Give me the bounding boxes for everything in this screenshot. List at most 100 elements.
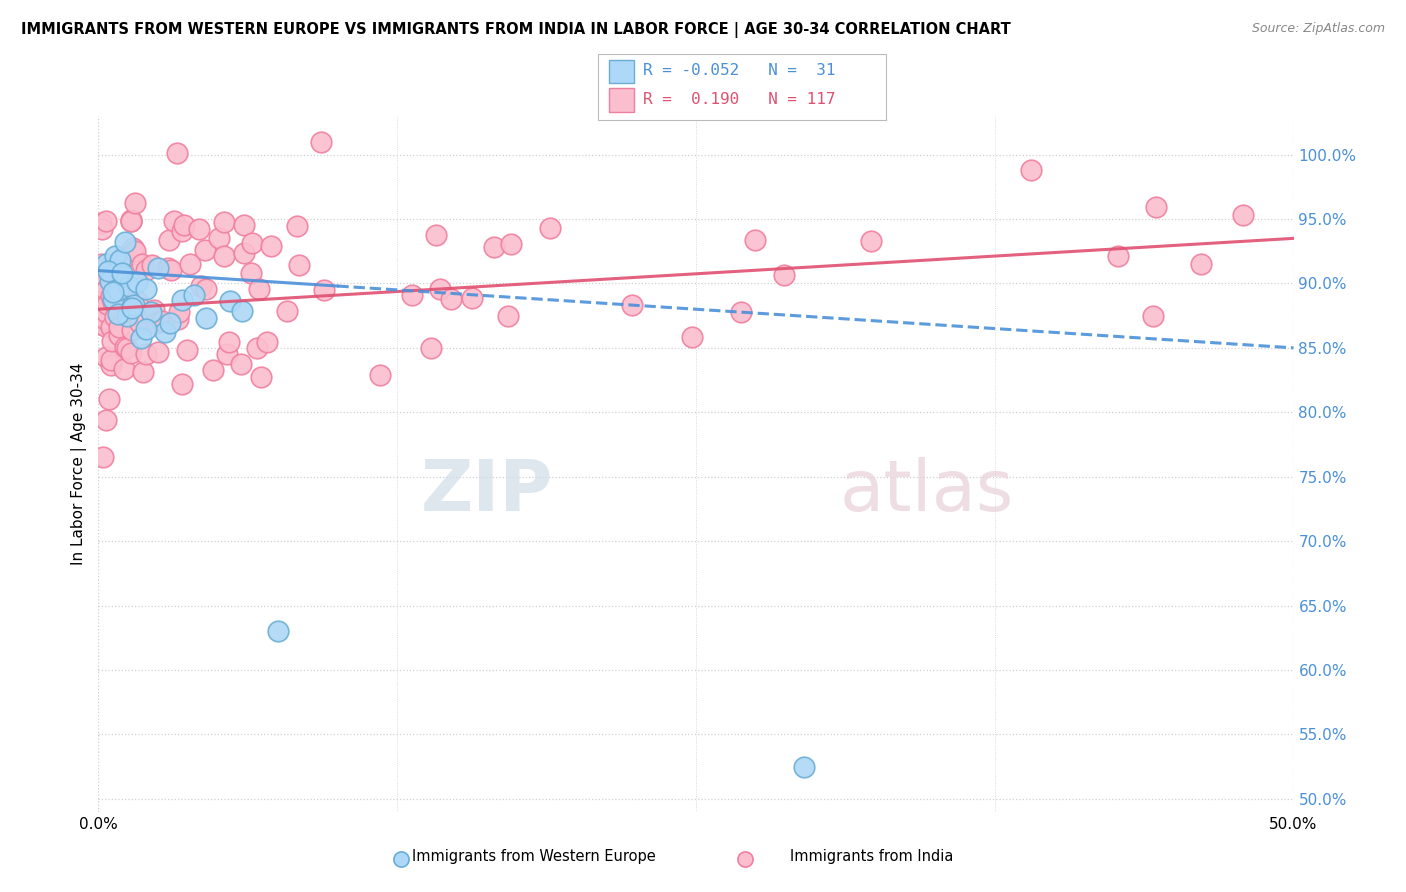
Point [496, 309, 519, 323]
Point [93, 276, 115, 290]
Point [183, 288, 205, 302]
Text: IMMIGRANTS FROM WESTERN EUROPE VS IMMIGRANTS FROM INDIA IN LABOR FORCE | AGE 30-: IMMIGRANTS FROM WESTERN EUROPE VS IMMIGR… [21, 22, 1011, 38]
Point [124, 244, 146, 258]
Text: Immigrants from Western Europe: Immigrants from Western Europe [412, 849, 657, 863]
Point [173, 218, 195, 232]
Point [195, 282, 218, 296]
Point [212, 249, 235, 263]
Point [122, 241, 145, 255]
Point [112, 251, 135, 265]
Point [94, 305, 117, 319]
Point [425, 228, 447, 243]
Point [157, 233, 180, 247]
Point [90, 310, 112, 325]
Point [166, 312, 188, 326]
Point [90, 313, 112, 327]
Point [115, 309, 138, 323]
Point [166, 146, 188, 161]
Point [250, 370, 273, 384]
Text: ZIP: ZIP [420, 458, 553, 526]
Point [115, 342, 138, 356]
Point [240, 266, 263, 280]
Point [135, 321, 157, 335]
Point [1107, 249, 1129, 263]
Point [145, 317, 167, 331]
Point [170, 376, 193, 391]
Point [125, 275, 148, 289]
Point [681, 330, 703, 344]
Point [111, 266, 134, 280]
Point [131, 365, 153, 379]
Point [285, 219, 308, 234]
Point [155, 326, 177, 340]
Point [112, 361, 135, 376]
Point [389, 851, 412, 865]
Point [114, 235, 136, 250]
Point [90, 222, 112, 236]
Point [96, 214, 118, 228]
Point [101, 292, 124, 306]
Point [101, 295, 124, 310]
Point [1019, 163, 1042, 178]
Point [368, 368, 391, 383]
Point [233, 246, 256, 260]
Point [233, 218, 256, 232]
Point [176, 343, 198, 358]
Point [118, 279, 141, 293]
Point [773, 268, 796, 283]
Point [100, 320, 122, 334]
Text: Immigrants from India: Immigrants from India [790, 849, 953, 863]
Point [202, 362, 225, 376]
Point [93, 318, 115, 333]
Point [260, 239, 283, 253]
Point [124, 298, 146, 312]
Point [172, 224, 194, 238]
Point [1144, 200, 1167, 214]
Point [100, 358, 122, 372]
Point [429, 282, 451, 296]
Point [159, 263, 181, 277]
Point [139, 305, 162, 319]
Point [420, 341, 443, 355]
Point [744, 233, 766, 247]
Point [1232, 208, 1254, 222]
Point [91, 312, 114, 326]
Point [859, 234, 882, 248]
Point [114, 340, 136, 354]
Point [156, 261, 179, 276]
Point [107, 307, 129, 321]
Point [484, 240, 506, 254]
Point [101, 285, 124, 300]
Point [98, 392, 121, 407]
Point [142, 303, 165, 318]
Point [1189, 257, 1212, 271]
Point [114, 250, 136, 264]
Point [179, 257, 201, 271]
Point [120, 214, 142, 228]
Point [1142, 309, 1164, 323]
Point [240, 236, 263, 251]
Text: R =  0.190   N = 117: R = 0.190 N = 117 [643, 92, 835, 106]
Point [499, 237, 522, 252]
Point [90, 285, 112, 300]
Point [107, 328, 129, 343]
Point [121, 301, 143, 315]
Point [94, 257, 117, 271]
Point [215, 347, 238, 361]
Point [96, 350, 118, 364]
Point [730, 305, 752, 319]
Point [538, 220, 561, 235]
Point [312, 283, 335, 297]
Point [98, 274, 122, 288]
Point [100, 353, 122, 368]
Point [146, 345, 169, 359]
Point [148, 260, 170, 275]
Point [401, 287, 423, 301]
Point [159, 317, 181, 331]
Point [219, 294, 242, 309]
Point [135, 263, 157, 277]
Point [124, 195, 146, 210]
Point [120, 345, 142, 359]
Point [93, 312, 115, 326]
Point [94, 283, 117, 297]
